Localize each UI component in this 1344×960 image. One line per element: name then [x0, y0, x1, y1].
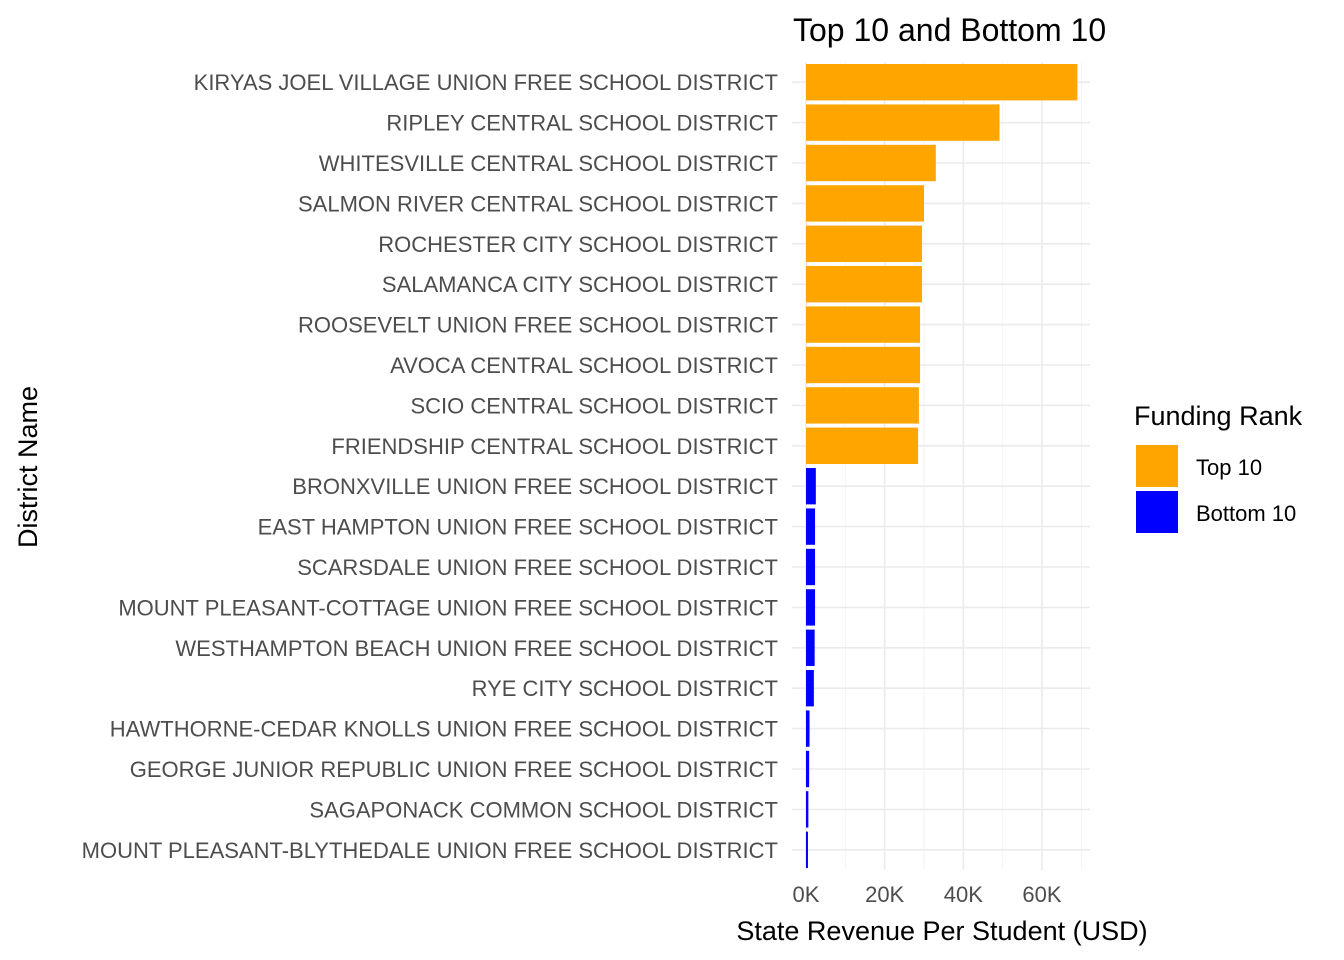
bar — [806, 710, 810, 747]
y-tick-label: AVOCA CENTRAL SCHOOL DISTRICT — [390, 353, 778, 378]
bar — [806, 508, 816, 545]
legend-label-top-10: Top 10 — [1196, 455, 1262, 480]
y-tick-label: GEORGE JUNIOR REPUBLIC UNION FREE SCHOOL… — [130, 757, 778, 782]
y-tick-label: KIRYAS JOEL VILLAGE UNION FREE SCHOOL DI… — [194, 70, 778, 95]
y-tick-label: RYE CITY SCHOOL DISTRICT — [472, 676, 778, 701]
y-tick-label: EAST HAMPTON UNION FREE SCHOOL DISTRICT — [258, 515, 778, 540]
bar — [806, 225, 923, 262]
x-tick-labels: 0K 20K 40K 60K — [793, 882, 1062, 907]
bar — [806, 670, 814, 707]
y-tick-label: RIPLEY CENTRAL SCHOOL DISTRICT — [386, 111, 778, 136]
grid — [792, 62, 1090, 870]
x-tick-label: 0K — [793, 882, 820, 907]
x-tick-label: 60K — [1022, 882, 1061, 907]
bar — [806, 144, 936, 182]
y-tick-label: SALAMANCA CITY SCHOOL DISTRICT — [382, 272, 778, 297]
bars — [806, 64, 1078, 868]
bar — [806, 427, 919, 464]
bar — [806, 387, 919, 424]
x-tick-label: 20K — [865, 882, 904, 907]
y-axis-title: District Name — [13, 386, 43, 548]
y-tick-label: ROCHESTER CITY SCHOOL DISTRICT — [378, 232, 778, 257]
y-tick-label: MOUNT PLEASANT-BLYTHEDALE UNION FREE SCH… — [82, 838, 778, 863]
y-tick-labels: KIRYAS JOEL VILLAGE UNION FREE SCHOOL DI… — [82, 70, 778, 863]
bar — [806, 468, 816, 505]
bar — [806, 589, 816, 626]
y-tick-label: SCIO CENTRAL SCHOOL DISTRICT — [410, 393, 778, 418]
chart-title: Top 10 and Bottom 10 — [793, 12, 1106, 48]
y-tick-label: BRONXVILLE UNION FREE SCHOOL DISTRICT — [292, 474, 778, 499]
y-tick-label: FRIENDSHIP CENTRAL SCHOOL DISTRICT — [331, 434, 778, 459]
bar — [806, 831, 808, 868]
y-tick-label: SAGAPONACK COMMON SCHOOL DISTRICT — [309, 797, 778, 822]
y-tick-label: WHITESVILLE CENTRAL SCHOOL DISTRICT — [319, 151, 778, 176]
bar — [806, 750, 810, 788]
bar — [806, 64, 1078, 101]
y-tick-label: HAWTHORNE-CEDAR KNOLLS UNION FREE SCHOOL… — [110, 717, 778, 742]
x-axis-title: State Revenue Per Student (USD) — [736, 916, 1147, 946]
bar — [806, 629, 815, 666]
legend-swatch-bottom-10 — [1136, 491, 1178, 533]
legend-swatch-top-10 — [1136, 445, 1178, 487]
bar — [806, 791, 809, 828]
bar — [806, 306, 921, 343]
bar — [806, 548, 816, 586]
bar — [806, 104, 1000, 141]
y-tick-label: MOUNT PLEASANT-COTTAGE UNION FREE SCHOOL… — [118, 595, 778, 620]
bar — [806, 266, 923, 303]
bar — [806, 185, 924, 222]
y-tick-label: SCARSDALE UNION FREE SCHOOL DISTRICT — [297, 555, 778, 580]
legend-label-bottom-10: Bottom 10 — [1196, 501, 1296, 526]
legend-title: Funding Rank — [1134, 401, 1303, 431]
y-tick-label: ROOSEVELT UNION FREE SCHOOL DISTRICT — [298, 313, 778, 338]
legend: Funding Rank Top 10 Bottom 10 — [1134, 401, 1303, 533]
x-tick-label: 40K — [944, 882, 983, 907]
y-tick-label: SALMON RIVER CENTRAL SCHOOL DISTRICT — [298, 191, 778, 216]
y-tick-label: WESTHAMPTON BEACH UNION FREE SCHOOL DIST… — [175, 636, 778, 661]
bar — [806, 346, 921, 384]
